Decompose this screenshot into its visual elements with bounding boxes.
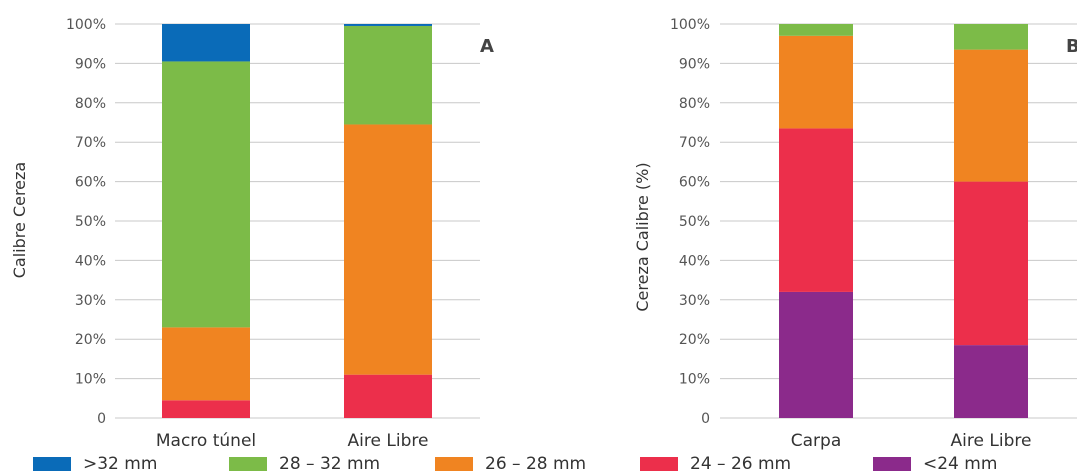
legend-item: >32 mm bbox=[33, 452, 157, 476]
bar-segment bbox=[779, 128, 853, 292]
bar-segment bbox=[344, 374, 432, 418]
bar-segment bbox=[779, 35, 853, 129]
bar-segment bbox=[162, 24, 250, 62]
bar-segment bbox=[162, 61, 250, 328]
y-tick-label: 30% bbox=[75, 293, 106, 309]
bar-segment bbox=[779, 24, 853, 36]
category-label: Carpa bbox=[791, 431, 842, 451]
category-label: Macro túnel bbox=[156, 431, 256, 451]
legend-item: 26 – 28 mm bbox=[435, 452, 586, 476]
y-tick-label: 0 bbox=[701, 411, 710, 427]
legend-item: 24 – 26 mm bbox=[640, 452, 791, 476]
y-tick-label: 0 bbox=[97, 411, 106, 427]
bar-segment bbox=[954, 181, 1028, 346]
bar-segment bbox=[344, 124, 432, 375]
bar-segment bbox=[162, 400, 250, 418]
y-tick-label: 50% bbox=[679, 214, 710, 230]
y-axis-title: Calibre Cereza bbox=[10, 162, 29, 278]
y-tick-label: 30% bbox=[679, 293, 710, 309]
y-tick-label: 60% bbox=[679, 175, 710, 191]
y-tick-label: 90% bbox=[75, 56, 106, 72]
legend-label: 26 – 28 mm bbox=[485, 454, 587, 474]
y-tick-label: 100% bbox=[66, 17, 106, 33]
y-tick-label: 40% bbox=[75, 253, 106, 269]
legend-label: 24 – 26 mm bbox=[690, 454, 792, 474]
bar-segment bbox=[779, 291, 853, 418]
category-label: Aire Libre bbox=[951, 431, 1032, 451]
panel-a: 0 10% 20% 30% 40% 50% 60% 70% 80% 90% 100% Macro tú… bbox=[10, 17, 494, 451]
bar-segment bbox=[344, 25, 432, 125]
legend-swatch bbox=[33, 457, 71, 471]
legend-label: >32 mm bbox=[83, 454, 158, 474]
y-tick-label: 10% bbox=[679, 372, 710, 388]
y-tick-label: 90% bbox=[679, 56, 710, 72]
panel-tag: A bbox=[480, 36, 494, 57]
chart-area: 0 10% 20% 30% 40% 50% 60% 70% 80% 90% 100% Macro tú… bbox=[10, 17, 1077, 451]
bar-segment bbox=[344, 24, 432, 26]
bar-segment bbox=[954, 49, 1028, 182]
legend-label: 28 – 32 mm bbox=[279, 454, 381, 474]
legend: >32 mm 28 – 32 mm 26 – 28 mm 24 – 26 mm … bbox=[0, 452, 1077, 476]
legend-item: <24 mm bbox=[873, 452, 997, 476]
y-tick-label: 60% bbox=[75, 175, 106, 191]
bar-segment bbox=[954, 24, 1028, 50]
y-tick-label: 70% bbox=[75, 135, 106, 151]
legend-item: 28 – 32 mm bbox=[229, 452, 380, 476]
legend-swatch bbox=[435, 457, 473, 471]
y-tick-label: 70% bbox=[679, 135, 710, 151]
y-tick-label: 100% bbox=[670, 17, 710, 33]
bar-segment bbox=[162, 327, 250, 401]
legend-swatch bbox=[873, 457, 911, 471]
y-tick-label: 20% bbox=[75, 332, 106, 348]
y-tick-label: 50% bbox=[75, 214, 106, 230]
y-axis-title: Cereza Calibre (%) bbox=[633, 162, 652, 311]
y-tick-label: 80% bbox=[679, 96, 710, 112]
y-tick-label: 80% bbox=[75, 96, 106, 112]
y-tick-label: 40% bbox=[679, 253, 710, 269]
legend-swatch bbox=[229, 457, 267, 471]
y-tick-label: 20% bbox=[679, 332, 710, 348]
bar-segment bbox=[954, 345, 1028, 418]
y-tick-label: 10% bbox=[75, 372, 106, 388]
panel-tag: B bbox=[1066, 36, 1077, 57]
legend-label: <24 mm bbox=[923, 454, 998, 474]
panel-b: 0 10% 20% 30% 40% 50% 60% 70% 80% 90% 100% Carpa Air… bbox=[633, 17, 1077, 451]
category-label: Aire Libre bbox=[348, 431, 429, 451]
legend-swatch bbox=[640, 457, 678, 471]
